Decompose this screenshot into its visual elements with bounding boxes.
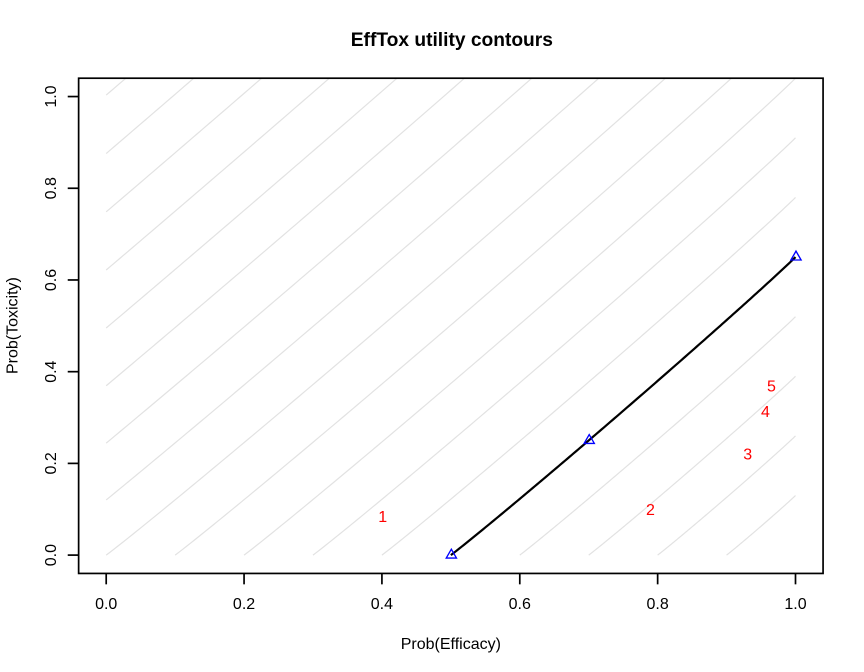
svg-text:1.0: 1.0 <box>784 596 806 613</box>
svg-text:0.0: 0.0 <box>43 544 60 566</box>
svg-text:0.4: 0.4 <box>43 360 60 382</box>
svg-text:Prob(Efficacy): Prob(Efficacy) <box>401 636 501 653</box>
svg-text:0.2: 0.2 <box>233 596 255 613</box>
svg-text:3: 3 <box>743 447 752 464</box>
svg-text:0.8: 0.8 <box>43 177 60 199</box>
svg-text:4: 4 <box>761 404 770 421</box>
svg-text:0.0: 0.0 <box>95 596 117 613</box>
svg-text:0.2: 0.2 <box>43 452 60 474</box>
svg-text:0.4: 0.4 <box>371 596 393 613</box>
svg-text:Prob(Toxicity): Prob(Toxicity) <box>4 277 21 374</box>
svg-text:0.6: 0.6 <box>43 269 60 291</box>
svg-text:5: 5 <box>767 379 776 396</box>
svg-text:0.6: 0.6 <box>509 596 531 613</box>
svg-text:EffTox utility contours: EffTox utility contours <box>351 30 553 51</box>
svg-text:1: 1 <box>378 509 387 526</box>
svg-text:1.0: 1.0 <box>43 85 60 107</box>
svg-text:0.8: 0.8 <box>647 596 669 613</box>
svg-text:2: 2 <box>646 502 655 519</box>
